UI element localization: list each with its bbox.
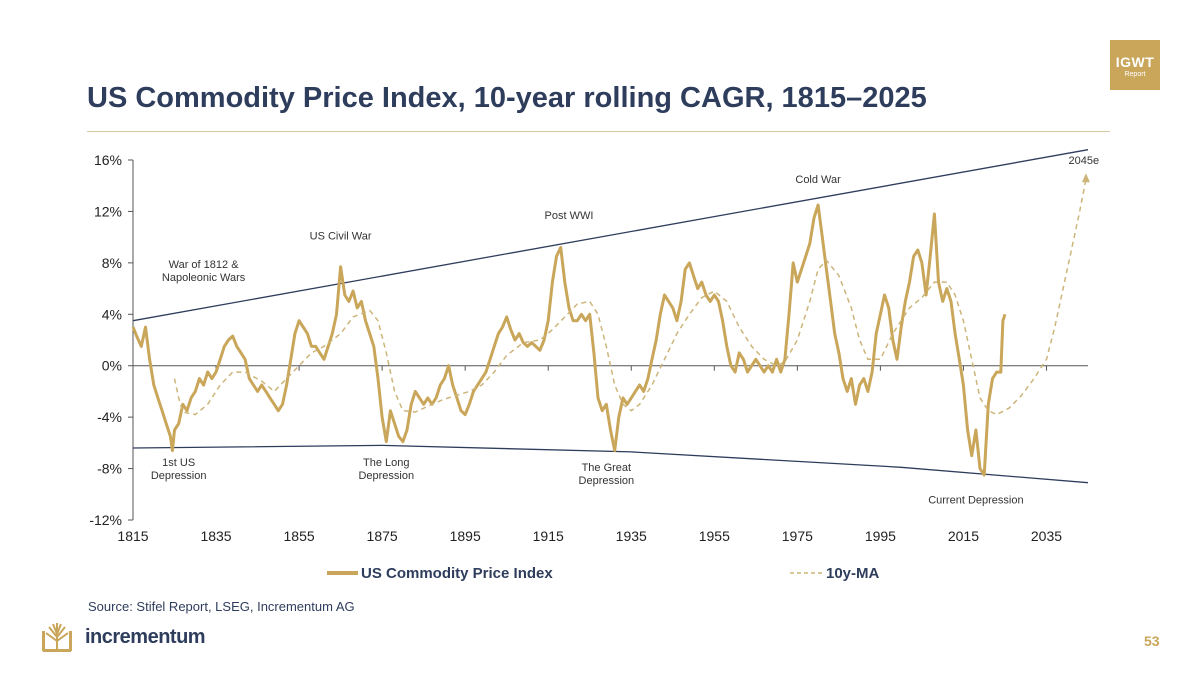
chart-annotation: The Long — [363, 457, 409, 469]
page-title: US Commodity Price Index, 10-year rollin… — [87, 82, 927, 114]
y-tick-label: -8% — [97, 461, 122, 477]
legend-label-commodity-index: US Commodity Price Index — [361, 565, 553, 582]
x-tick-label: 1895 — [450, 528, 481, 544]
chart-annotation: 2045e — [1069, 155, 1100, 167]
chart-annotation: Depression — [579, 475, 635, 487]
x-tick-label: 2035 — [1031, 528, 1062, 544]
chart-annotation: Depression — [151, 470, 207, 482]
chart-annotation: Depression — [358, 470, 414, 482]
y-tick-label: 8% — [102, 255, 122, 271]
forecast-arrowhead — [1081, 173, 1090, 183]
page-number: 53 — [1144, 633, 1160, 649]
chart-annotation: US Civil War — [310, 231, 372, 243]
trend-line-upper — [132, 149, 1089, 322]
chart-annotation: War of 1812 & — [169, 259, 240, 271]
series-line-10y-ma — [173, 179, 1087, 416]
x-tick-label: 1975 — [782, 528, 813, 544]
igwt-report-badge: IGWT Report — [1110, 40, 1160, 90]
y-tick-label: 4% — [102, 306, 122, 322]
y-tick-label: 0% — [102, 358, 122, 374]
x-tick-label: 1995 — [865, 528, 896, 544]
chart-annotation: 1st US — [162, 457, 195, 469]
chart-annotation: Current Depression — [928, 494, 1023, 506]
y-tick-label: 16% — [94, 152, 122, 168]
badge-subtitle: Report — [1124, 71, 1146, 78]
chart-annotation: Napoleonic Wars — [162, 272, 246, 284]
x-tick-label: 1855 — [284, 528, 315, 544]
chart-annotation: The Great — [582, 462, 632, 474]
x-tick-label: 1935 — [616, 528, 647, 544]
chart-annotation: Cold War — [795, 174, 841, 186]
source-note: Source: Stifel Report, LSEG, Incrementum… — [88, 599, 355, 614]
trend-line-lower — [132, 444, 1089, 484]
x-tick-label: 1815 — [117, 528, 148, 544]
y-tick-label: 12% — [94, 203, 122, 219]
x-tick-label: 1835 — [200, 528, 231, 544]
chart-annotation: Post WWI — [545, 210, 594, 222]
series-line-commodity-index — [131, 203, 1007, 477]
x-tick-label: 1915 — [533, 528, 564, 544]
x-tick-label: 2015 — [948, 528, 979, 544]
incrementum-logo-text: incrementum — [85, 626, 206, 648]
incrementum-tree-icon — [42, 623, 72, 652]
y-tick-label: -4% — [97, 409, 122, 425]
x-tick-label: 1955 — [699, 528, 730, 544]
legend-label-10y-ma: 10y-MA — [826, 565, 880, 582]
title-divider — [87, 131, 1110, 132]
y-tick-label: -12% — [89, 512, 122, 528]
badge-title: IGWT — [1115, 54, 1155, 70]
x-tick-label: 1875 — [367, 528, 398, 544]
